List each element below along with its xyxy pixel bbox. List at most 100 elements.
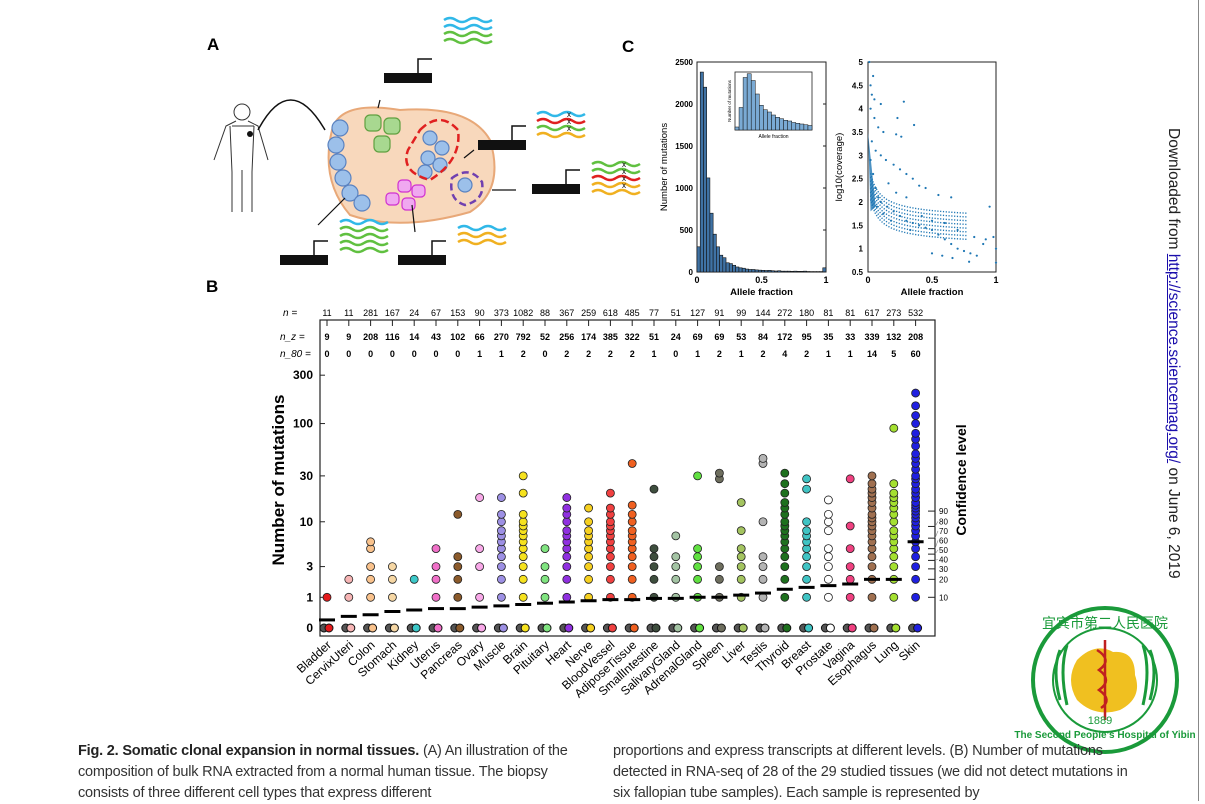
sample-point [541,575,549,583]
sample-point [781,593,789,601]
sample-point-zero [848,624,856,632]
sample-point [345,593,353,601]
sample-point [628,459,636,467]
sample-point [781,553,789,561]
gene-block [532,184,580,194]
x-tick-label: 0.5 [755,275,768,285]
sample-point-zero [499,624,507,632]
scatter-point [985,238,987,240]
n80-value: 1 [695,349,700,359]
scatter-point [873,117,875,119]
n80-value: 2 [608,349,613,359]
source-link[interactable]: http://science.sciencemag.org/ [1165,254,1182,463]
y-tick-label: 4.5 [852,81,864,90]
scatter-point [992,236,994,238]
sample-point-zero [717,624,725,632]
scatter-point [896,117,898,119]
sample-point [519,518,527,526]
sample-point [803,575,811,583]
sample-point [585,527,593,535]
histogram-bar [774,271,777,272]
x-tick-label: 1 [993,275,998,285]
nz-value: 9 [346,332,351,342]
scatter-point [963,250,965,252]
sample-point [585,553,593,561]
sample-point [912,553,920,561]
histogram-bar [794,271,797,272]
y-tick-label: 0 [306,621,313,635]
caption-title: Fig. 2. Somatic clonal expansion in norm… [78,743,419,759]
sample-point [759,454,767,462]
nz-value: 24 [671,332,681,342]
scatter-band [871,188,968,228]
nz-value: 339 [864,332,879,342]
sample-point [541,545,549,553]
gene-block [478,140,526,150]
sample-point [694,472,702,480]
nz-value: 174 [581,332,596,342]
inset-bar [739,108,743,131]
inset-bar [788,121,792,130]
sample-point [541,593,549,601]
histogram-bar [800,271,803,272]
seal-bottom-text: The Second People's Hospital of Yibin [1014,730,1195,741]
inset-bar [767,112,771,130]
nz-value: 43 [431,332,441,342]
histogram-bar [710,213,713,272]
sample-point [803,485,811,493]
sample-point-zero [608,624,616,632]
sample-point-zero [434,624,442,632]
n-value: 281 [363,308,378,318]
histogram-bar [778,271,781,272]
sample-point [519,553,527,561]
histogram-bar [803,271,806,272]
nz-value: 102 [450,332,465,342]
x-axis-label: Allele fraction [730,287,793,298]
sample-point-zero [914,624,922,632]
sample-point [912,429,920,437]
scatter-point [872,173,874,175]
inset-bar [759,105,763,130]
y-tick-label: 2000 [675,100,693,109]
promoter-arrow [512,126,526,140]
sample-point [563,527,571,535]
sample-point [454,510,462,518]
histogram-bar [784,271,787,272]
y-tick-label: 0.5 [852,268,864,277]
nz-value: 69 [693,332,703,342]
scatter-point [944,238,946,240]
scatter-point [973,236,975,238]
n-value: 273 [886,308,901,318]
sample-point-zero [696,624,704,632]
transcript-wave [444,18,492,22]
n-value: 1082 [513,308,533,318]
nz-value: 66 [475,332,485,342]
sample-point [563,575,571,583]
inset-bar [747,74,751,130]
scatter-point [931,229,933,231]
sample-point [781,563,789,571]
y-tick-label: 1.5 [852,221,864,230]
scatter-point [895,133,897,135]
sample-point-zero [587,624,595,632]
nz-value: 84 [758,332,768,342]
transcript-wave [340,241,388,245]
sample-point [912,402,920,410]
nz-value: 52 [540,332,550,342]
sample-point [824,496,832,504]
page-edge [1198,0,1199,801]
sample-point [476,494,484,502]
sample-point [606,489,614,497]
n80-value: 0 [542,349,547,359]
sample-point [628,575,636,583]
nz-value: 208 [363,332,378,342]
x-axis-label: Allele fraction [901,287,964,298]
n80-value: 1 [477,349,482,359]
sample-point [519,575,527,583]
y-tick-label: 3 [859,151,864,160]
promoter-arrow [432,241,446,255]
inset-bar [751,81,755,131]
sample-point [497,575,505,583]
histogram-bar [713,234,716,272]
